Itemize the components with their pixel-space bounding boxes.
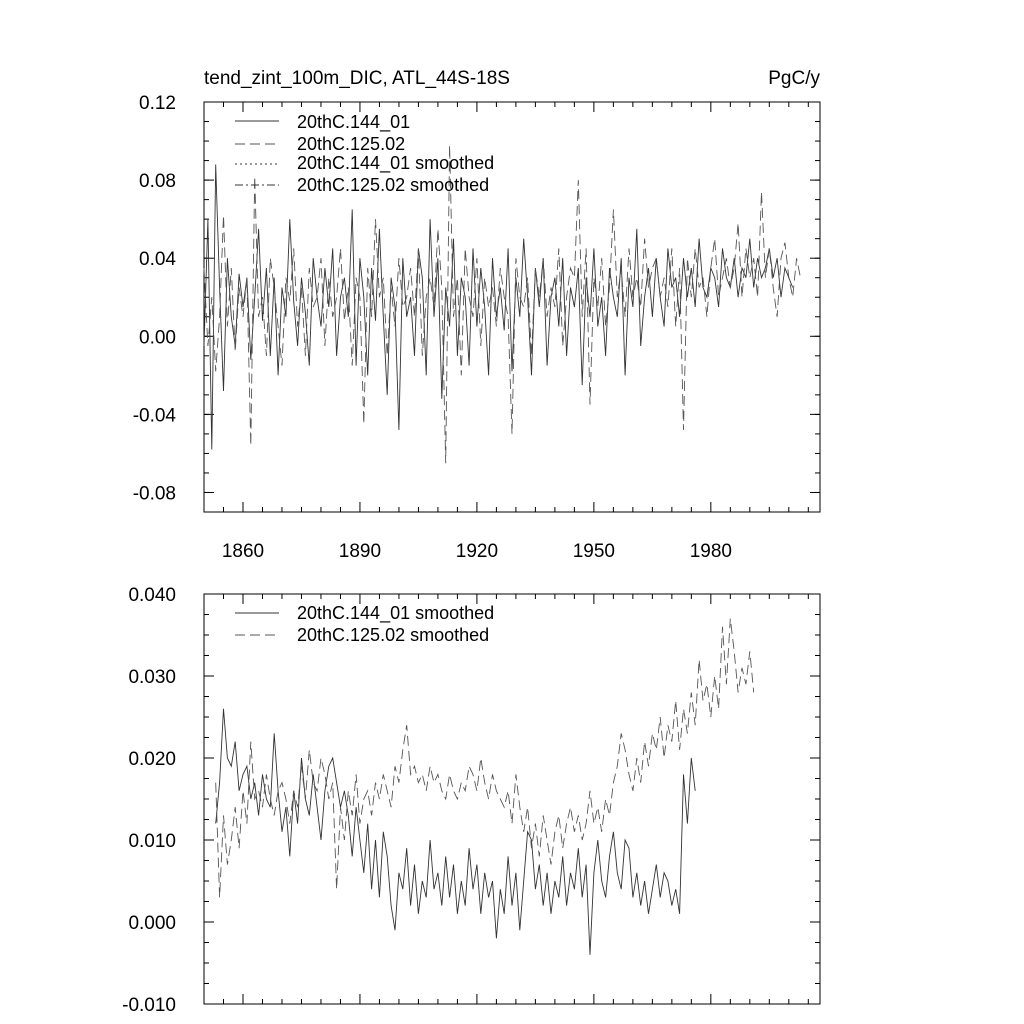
x-tick-label: 1890 (339, 541, 381, 562)
x-tick-label: 1920 (456, 541, 498, 562)
legend-label: 20thC.144_01 (297, 112, 410, 133)
bottom-ticks (204, 593, 820, 1005)
legend-label: 20thC.125.02 smoothed (297, 625, 489, 645)
series-line-20thc-125-02-smoothed (215, 618, 755, 898)
y-tick-label: -0.010 (122, 995, 176, 1016)
x-tick-label: 1950 (573, 541, 615, 562)
bottom-series (215, 618, 755, 955)
bottom-panel: -0.010 0.000 0.010 0.020 0.030 0.040 20thC.14… (122, 585, 821, 1016)
y-tick-label: 0.010 (128, 831, 176, 852)
legend-label: 20thC.125.02 (297, 134, 405, 154)
bottom-y-tick-labels: -0.010 0.000 0.010 0.020 0.030 0.040 (122, 585, 176, 1016)
top-x-tick-labels: 1860 1890 1920 1950 1980 (222, 541, 732, 562)
legend-label: 20thC.144_01 smoothed (297, 153, 494, 174)
y-tick-label: 0.12 (139, 93, 176, 114)
legend-label: 20thC.125.02 smoothed (297, 175, 489, 195)
top-ticks (204, 101, 820, 513)
y-tick-label: 0.030 (128, 667, 176, 688)
chart-title: tend_zint_100m_DIC, ATL_44S-18S (204, 68, 510, 89)
chart-units: PgC/y (768, 68, 820, 89)
x-tick-label: 1980 (690, 541, 732, 562)
y-tick-label: -0.04 (133, 405, 177, 426)
y-tick-label: -0.08 (133, 483, 176, 504)
y-tick-label: 0.08 (139, 171, 176, 192)
bottom-plot-frame (203, 593, 821, 1005)
x-tick-label: 1860 (222, 541, 264, 562)
top-series (203, 144, 801, 464)
top-legend: 20thC.144_01 20thC.125.02 20thC.144_01 s… (235, 112, 494, 195)
y-tick-label: 0.04 (139, 249, 176, 270)
series-line-20thc-144-01 (203, 164, 794, 450)
series-line-20thc-144-01-smoothed (215, 708, 696, 955)
series-line-20thc-125-02 (203, 144, 801, 464)
y-tick-label: 0.00 (139, 327, 176, 348)
y-tick-label: 0.000 (128, 913, 176, 934)
y-tick-label: 0.020 (128, 749, 176, 770)
top-panel: -0.08-0.040.000.040.080.12 1860 1890 1920 1… (133, 93, 821, 562)
bottom-legend: 20thC.144_01 smoothed 20thC.125.02 smoot… (235, 603, 494, 645)
legend-label: 20thC.144_01 smoothed (297, 603, 494, 624)
top-y-tick-labels: -0.08 -0.04 0.00 0.04 0.08 0.12 (133, 93, 177, 504)
y-tick-label: 0.040 (128, 585, 176, 606)
top-plot-frame (203, 101, 821, 513)
